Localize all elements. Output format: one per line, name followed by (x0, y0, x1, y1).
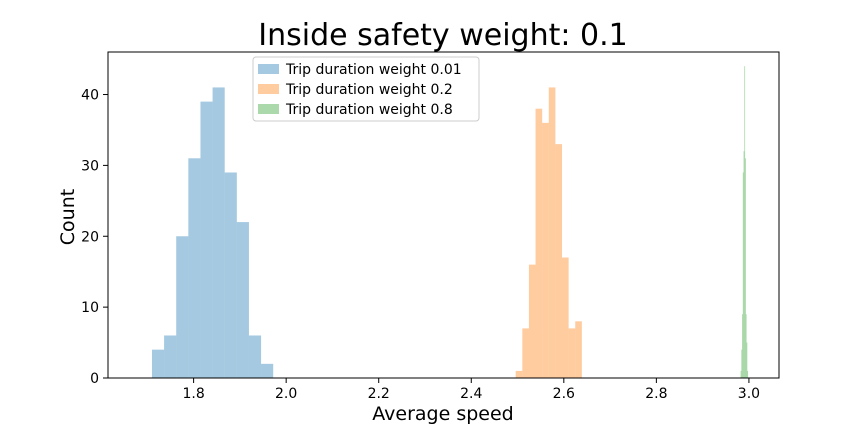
histogram-bar-series-1 (188, 158, 201, 378)
histogram-bar-series-2 (568, 328, 576, 378)
legend-box (252, 56, 480, 122)
histogram-bar-series-3 (741, 349, 743, 378)
histogram-bar-series-2 (555, 144, 563, 378)
histogram-bar-series-3 (744, 66, 746, 378)
histogram-bar-series-3 (746, 342, 748, 378)
histogram-bar-series-1 (176, 236, 189, 378)
y-tick-label: 0 (90, 371, 99, 387)
histogram-bar-series-2 (542, 122, 549, 378)
y-axis-label: Count (57, 189, 79, 245)
y-axis: 0 10 20 30 40 (81, 88, 108, 387)
y-tick-label: 30 (81, 158, 99, 174)
histogram-bar-series-2 (562, 257, 569, 378)
histogram-bar-series-2 (535, 108, 543, 379)
x-tick-label: 2.0 (275, 386, 297, 402)
x-tick-label: 2.6 (553, 386, 575, 402)
histogram-bar-series-1 (164, 335, 177, 378)
histogram-bar-series-1 (236, 222, 249, 378)
histogram-bar-series-3 (747, 370, 749, 378)
y-tick-label: 40 (81, 88, 99, 104)
histogram-bar-series-3 (745, 158, 746, 378)
x-tick-label: 1.8 (182, 386, 204, 402)
y-tick-label: 10 (81, 300, 99, 316)
x-tick-label: 2.2 (368, 386, 390, 402)
histogram-bar-series-1 (248, 335, 262, 378)
y-tick-label: 20 (81, 229, 99, 245)
histogram-bar-series-1 (200, 101, 213, 378)
legend: Trip duration weight 0.01 Trip duration w… (252, 56, 480, 122)
chart-title: Inside safety weight: 0.1 (258, 18, 627, 53)
x-tick-label: 3.0 (738, 386, 760, 402)
histogram-bar-series-2 (528, 264, 536, 378)
legend-label: Trip duration weight 0.8 (285, 102, 453, 118)
histogram-bar-series-2 (515, 370, 523, 378)
plot-frame (107, 51, 780, 379)
histogram-bar-series-3 (742, 314, 743, 378)
histogram-bar-series-1 (151, 349, 165, 378)
legend-swatch (258, 64, 279, 74)
legend-swatch (258, 84, 279, 94)
bars-layer (151, 66, 749, 379)
histogram-bar-series-3 (743, 151, 745, 378)
histogram-bar-series-3 (742, 172, 744, 378)
x-tick-label: 2.8 (645, 386, 667, 402)
histogram-bar-series-2 (522, 328, 529, 378)
x-axis: 1.8 2.0 2.2 2.4 2.6 2.8 3.0 (182, 378, 760, 402)
legend-swatch (258, 104, 279, 114)
histogram-bar-series-1 (212, 87, 225, 378)
histogram-bar-series-1 (261, 363, 274, 378)
histogram-bar-series-1 (224, 172, 237, 378)
legend-label: Trip duration weight 0.2 (285, 82, 453, 98)
histogram-bar-series-3 (740, 370, 742, 378)
x-tick-label: 2.4 (460, 386, 482, 402)
legend-label: Trip duration weight 0.01 (285, 62, 462, 78)
histogram-bar-series-2 (575, 321, 582, 378)
x-axis-label: Average speed (372, 403, 513, 425)
histogram-bar-series-2 (548, 87, 556, 378)
histogram-bar-series-3 (745, 314, 747, 378)
